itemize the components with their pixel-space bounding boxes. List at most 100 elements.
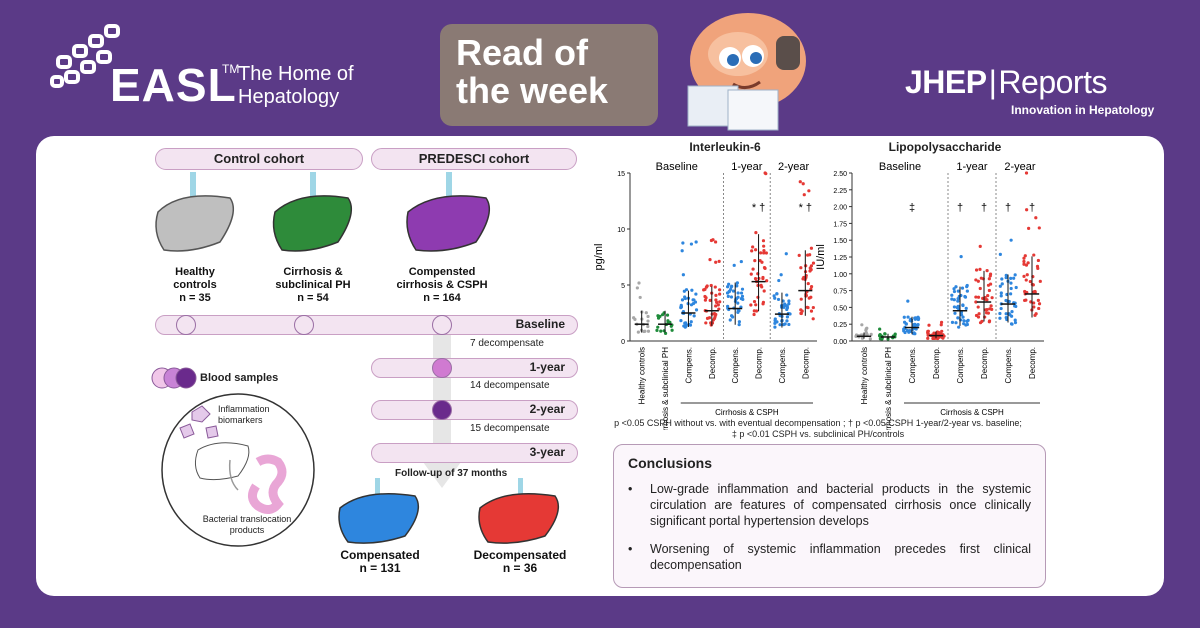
data-point bbox=[990, 296, 994, 300]
data-point bbox=[956, 299, 960, 303]
data-point bbox=[883, 332, 887, 336]
data-point bbox=[734, 297, 738, 302]
data-point bbox=[954, 321, 958, 325]
data-point bbox=[1009, 276, 1013, 280]
data-point bbox=[1013, 318, 1017, 322]
data-point bbox=[959, 310, 964, 314]
data-point bbox=[868, 337, 872, 341]
data-point bbox=[1009, 286, 1013, 291]
data-point bbox=[717, 307, 721, 311]
data-point bbox=[762, 244, 766, 248]
data-point bbox=[632, 316, 636, 320]
data-point bbox=[754, 231, 758, 235]
timeline-arrow-head-icon bbox=[423, 462, 461, 488]
data-point bbox=[804, 292, 808, 296]
outcome-livers bbox=[338, 478, 560, 544]
data-point bbox=[782, 303, 786, 307]
timepoint-label: 2-year bbox=[778, 161, 810, 173]
data-point bbox=[711, 318, 715, 322]
data-point bbox=[714, 240, 718, 244]
data-point bbox=[806, 305, 810, 310]
data-point bbox=[1009, 322, 1014, 326]
data-point bbox=[989, 304, 993, 308]
data-point bbox=[1037, 226, 1041, 230]
group-label: Cirrhosis & CSPH bbox=[715, 408, 779, 417]
easl-logo-icon bbox=[50, 24, 120, 88]
y-tick-label: 1.00 bbox=[833, 272, 847, 279]
data-point bbox=[893, 332, 897, 336]
data-point bbox=[998, 311, 1002, 316]
data-point bbox=[1000, 282, 1004, 286]
group-compensated-csph: Compensted cirrhosis & CSPH n = 164 bbox=[396, 266, 488, 304]
data-point bbox=[736, 291, 740, 295]
data-point bbox=[694, 240, 698, 244]
gut-liver-diagram bbox=[161, 393, 315, 547]
y-axis-label: pg/ml bbox=[593, 244, 605, 271]
decompensate-2: 14 decompensate bbox=[470, 380, 550, 391]
data-point bbox=[998, 252, 1002, 256]
data-point bbox=[977, 312, 981, 316]
data-point bbox=[1024, 278, 1028, 282]
jhep-reports-logo: JHEP|Reports bbox=[905, 64, 1107, 100]
data-point bbox=[854, 334, 858, 338]
data-point bbox=[783, 322, 787, 326]
data-point bbox=[646, 329, 651, 333]
category-label: Compens. bbox=[778, 347, 787, 383]
data-point bbox=[708, 298, 712, 302]
data-point bbox=[736, 310, 740, 314]
data-point bbox=[726, 294, 730, 298]
data-point bbox=[913, 316, 917, 320]
y-tick-label: 2.25 bbox=[833, 188, 847, 195]
journal-tagline: Innovation in Hepatology bbox=[1011, 103, 1155, 117]
category-label: Decomp. bbox=[1028, 347, 1037, 379]
group-label: Cirrhosis & CSPH bbox=[940, 408, 1004, 417]
data-point bbox=[1034, 216, 1038, 220]
data-point bbox=[987, 288, 991, 293]
data-point bbox=[904, 322, 908, 326]
lps-chart-title: Lipopolysaccharide bbox=[888, 140, 1002, 154]
year2-dot bbox=[432, 400, 452, 420]
y-tick-label: 15 bbox=[617, 171, 625, 178]
data-point bbox=[762, 289, 766, 293]
data-point bbox=[907, 330, 911, 334]
data-point bbox=[935, 330, 940, 334]
data-point bbox=[718, 300, 722, 304]
data-point bbox=[690, 288, 694, 292]
read-of-the-week-badge: Read of the week bbox=[440, 24, 658, 126]
category-label: Decomp. bbox=[932, 347, 941, 379]
significance-marker: ‡ bbox=[909, 202, 915, 214]
data-point bbox=[959, 313, 964, 317]
data-point bbox=[864, 331, 868, 335]
significance-marker: * † bbox=[799, 202, 812, 214]
healthy-liver-icon bbox=[155, 172, 235, 252]
data-point bbox=[711, 238, 715, 242]
data-point bbox=[735, 281, 739, 285]
data-point bbox=[761, 275, 765, 280]
significance-marker: * † bbox=[752, 202, 765, 214]
category-label: Compens. bbox=[1004, 347, 1013, 383]
year2-bar: 2-year bbox=[371, 400, 578, 420]
data-point bbox=[751, 267, 755, 271]
data-point bbox=[758, 258, 762, 263]
group-healthy: Healthy controls n = 35 bbox=[173, 266, 217, 304]
data-point bbox=[940, 329, 944, 333]
baseline-dot-healthy bbox=[176, 315, 196, 335]
data-point bbox=[1004, 276, 1008, 280]
data-point bbox=[725, 285, 730, 289]
liver-illustrations bbox=[155, 172, 491, 252]
year1-bar: 1-year bbox=[371, 358, 578, 378]
y-tick-label: 10 bbox=[617, 227, 625, 234]
data-point bbox=[646, 324, 650, 329]
csph-liver-icon bbox=[406, 172, 491, 252]
data-point bbox=[908, 318, 912, 323]
data-point bbox=[1034, 312, 1038, 316]
data-point bbox=[689, 242, 694, 246]
liver-mascot-icon bbox=[687, 13, 806, 131]
data-point bbox=[1038, 279, 1042, 283]
data-point bbox=[965, 283, 969, 288]
data-point bbox=[952, 305, 957, 309]
data-point bbox=[926, 329, 930, 334]
data-point bbox=[978, 244, 982, 248]
data-point bbox=[1009, 238, 1013, 242]
data-point bbox=[717, 288, 722, 292]
